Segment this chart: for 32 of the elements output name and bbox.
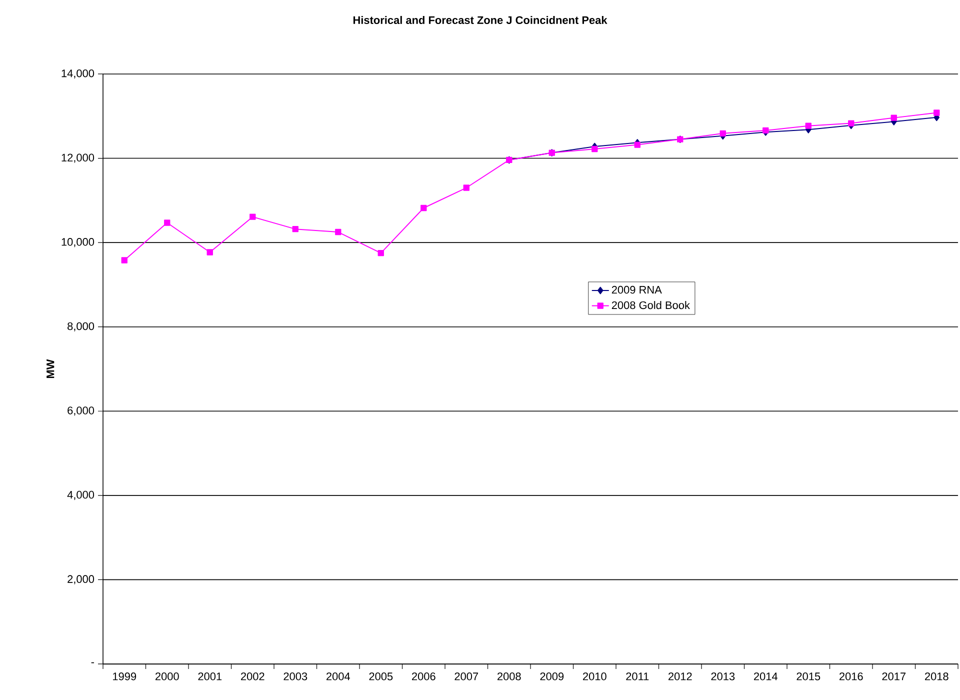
x-tick-label: 2017 [882,672,906,680]
x-tick-label: 2005 [369,672,393,680]
x-tick-label: 2015 [796,672,820,680]
y-tick-label: 4,000 [67,490,94,500]
chart-title: Historical and Forecast Zone J Coincidnent Peak [353,16,608,24]
legend-label: 2008 Gold Book [612,301,690,310]
x-tick-label: 2009 [540,672,564,680]
x-tick-label: 2011 [626,672,649,680]
x-tick-label: 2006 [412,672,436,680]
x-tick-label: 2010 [582,672,606,680]
x-tick-label: 2004 [326,672,350,680]
y-tick-label: 14,000 [62,69,94,79]
x-tick-label: 2018 [924,672,948,680]
y-axis-title: MW [46,359,54,378]
x-tick-label: 2002 [240,672,264,680]
x-tick-label: 2001 [198,672,222,680]
x-tick-label: 2007 [454,672,478,680]
x-tick-label: 1999 [113,672,136,680]
y-tick-label: 10,000 [62,238,94,248]
x-tick-label: 2014 [754,672,778,680]
x-tick-label: 2000 [155,672,179,680]
y-tick-label: 6,000 [68,406,94,416]
legend-label: 2009 RNA [612,286,662,294]
y-tick-label: 2,000 [68,575,94,584]
y-tick-label: 8,000 [68,322,94,332]
x-tick-label: 2008 [497,672,521,680]
y-tick-label: - [91,662,94,664]
x-tick-label: 2003 [284,672,308,680]
x-tick-label: 2013 [711,672,735,680]
y-tick-label: 12,000 [62,154,94,163]
x-tick-label: 2012 [668,672,692,680]
x-tick-label: 2016 [839,672,863,680]
